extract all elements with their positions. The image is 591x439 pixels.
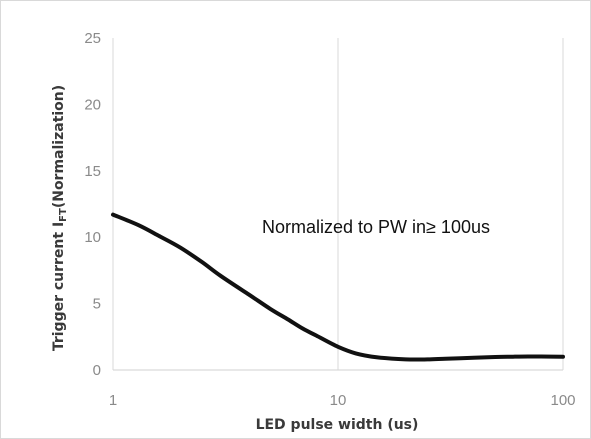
series-layer <box>111 212 565 362</box>
series-line-0 <box>111 212 565 362</box>
y-axis-title-suffix: (Normalization) <box>51 85 67 208</box>
x-tick-label-100: 100 <box>550 392 575 409</box>
y-axis-title-subscript: FT <box>58 208 69 222</box>
y-tick-label-25: 25 <box>84 30 101 47</box>
y-axis-title-main: Trigger current I <box>51 222 67 351</box>
y-tick-label-5: 5 <box>93 296 101 313</box>
y-axis-title: Trigger current IFT(Normalization) <box>51 85 69 351</box>
chart-annotation: Normalized to PW in≥ 100us <box>262 217 490 237</box>
x-tick-label-10: 10 <box>330 392 347 409</box>
grid-layer <box>112 38 564 371</box>
tick-label-layer: 0 5 10 15 20 25 1 10 100 <box>84 30 575 409</box>
x-axis-title: LED pulse width (us) <box>256 417 419 433</box>
x-tick-label-1: 1 <box>109 392 117 409</box>
y-tick-label-10: 10 <box>84 229 101 246</box>
y-tick-label-15: 15 <box>84 163 101 180</box>
y-tick-label-20: 20 <box>84 96 101 113</box>
y-tick-label-0: 0 <box>93 362 101 379</box>
